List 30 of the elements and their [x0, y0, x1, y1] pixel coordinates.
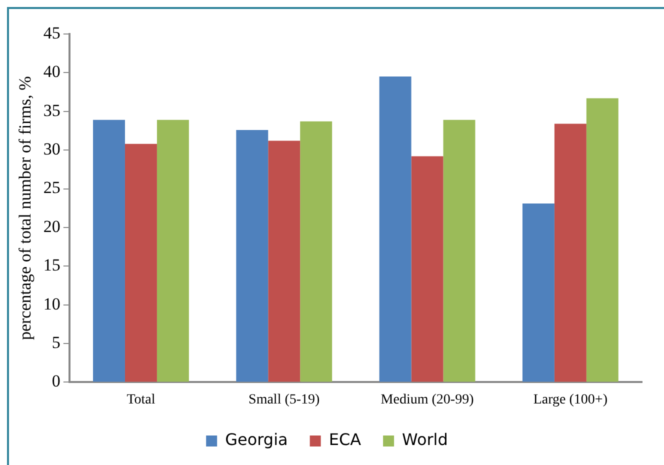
- bar: [522, 203, 554, 382]
- bar: [93, 120, 125, 382]
- legend-label: World: [402, 430, 448, 450]
- y-tick-label: 0: [52, 372, 60, 391]
- x-tick-label: Medium (20-99): [380, 392, 474, 408]
- bar: [443, 120, 476, 382]
- legend-label: Georgia: [225, 430, 288, 450]
- bar: [411, 156, 444, 382]
- y-tick-label: 45: [43, 23, 60, 42]
- legend-label: ECA: [328, 430, 362, 450]
- bar: [300, 121, 332, 382]
- y-tick-label: 25: [43, 178, 60, 198]
- x-tick-label: Small (5-19): [248, 392, 320, 408]
- y-tick-label: 10: [43, 294, 60, 314]
- x-tick-label: Large (100+): [533, 392, 608, 408]
- bar: [586, 98, 618, 382]
- x-tick-label: Total: [126, 392, 156, 408]
- y-tick-label: 40: [43, 62, 60, 82]
- y-axis-title: percentage of total number of firms, %: [16, 76, 35, 340]
- y-tick-label: 20: [43, 216, 60, 236]
- bar: [124, 144, 157, 382]
- bar: [156, 120, 189, 382]
- y-tick-label: 5: [52, 332, 60, 352]
- bar: [268, 140, 300, 382]
- bar: [379, 76, 412, 382]
- bar: [236, 130, 268, 382]
- y-tick-label: 35: [43, 100, 60, 120]
- bar: [554, 124, 586, 382]
- y-tick-label: 15: [43, 256, 60, 275]
- y-tick-label: 30: [43, 140, 60, 159]
